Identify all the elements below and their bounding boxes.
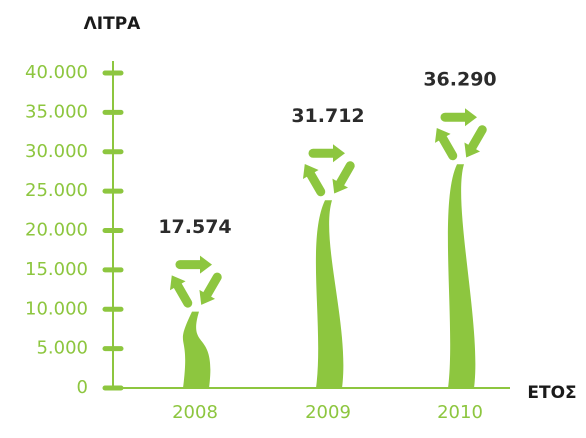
value-label: 31.712	[291, 105, 364, 127]
x-tick-label: 2010	[437, 402, 483, 423]
arrow-body	[472, 130, 482, 147]
arrow-head	[200, 256, 212, 274]
arrow-head	[465, 108, 477, 126]
recycle-arrow	[297, 160, 329, 197]
y-tick-label: 5.000	[36, 338, 88, 359]
stem	[183, 312, 210, 388]
recycle-arrow	[313, 144, 345, 162]
plant-mark	[429, 108, 490, 388]
stem	[316, 200, 343, 388]
value-label: 36.290	[423, 69, 496, 91]
arrow-head	[333, 144, 345, 162]
recycle-arrow	[458, 125, 490, 162]
arrow-body	[207, 277, 217, 294]
y-tick-label: 30.000	[25, 141, 88, 162]
y-axis-title: ΛΙΤΡΑ	[84, 14, 142, 34]
y-tick-label: 35.000	[25, 101, 88, 122]
recycle-arrow	[180, 256, 212, 274]
recycle-arrow	[164, 271, 196, 308]
y-tick-label: 40.000	[25, 62, 88, 83]
arrow-body	[178, 286, 188, 303]
recycle-arrow	[326, 161, 358, 198]
recycle-icon	[429, 108, 490, 162]
arrow-body	[340, 166, 350, 183]
x-tick-label: 2009	[305, 402, 351, 423]
y-tick-label: 15.000	[25, 259, 88, 280]
recycle-arrow	[193, 273, 225, 310]
chart: ΛΙΤΡΑ ΕΤΟΣ 0 5.000 10.000 15.000 20.000 25.00…	[0, 0, 586, 438]
plant-mark	[164, 256, 225, 388]
x-tick-label: 2008	[172, 402, 218, 423]
recycle-icon	[164, 256, 225, 310]
stem	[448, 164, 475, 388]
arrow-body	[443, 138, 453, 155]
value-label: 17.574	[158, 216, 231, 238]
arrow-body	[311, 174, 321, 191]
y-tick-label: 0	[77, 377, 88, 398]
recycle-arrow	[445, 108, 477, 126]
y-tick-label: 10.000	[25, 298, 88, 319]
plant-mark	[297, 144, 358, 388]
recycle-icon	[297, 144, 358, 198]
y-tick-label: 20.000	[25, 220, 88, 241]
y-tick-label: 25.000	[25, 180, 88, 201]
x-axis-title: ΕΤΟΣ	[527, 383, 576, 403]
recycle-arrow	[429, 123, 461, 160]
